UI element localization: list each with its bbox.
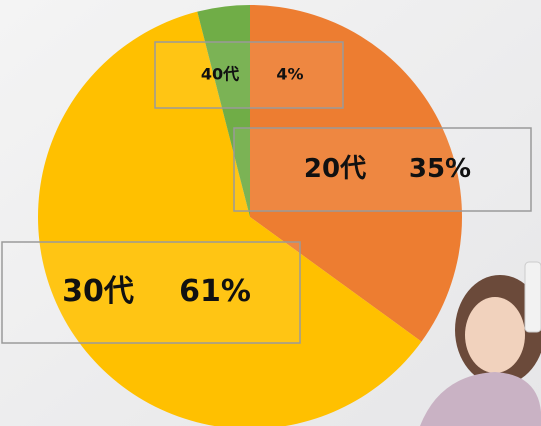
label-box (2, 242, 300, 343)
label-box (234, 128, 531, 211)
value-label: 35% (409, 154, 471, 184)
value-label: 4% (276, 65, 303, 84)
label-box (155, 42, 343, 108)
category-label: 20代 (304, 154, 366, 184)
chart: 20代 35% 30代 61% 40代 4% (0, 0, 541, 426)
category-label: 30代 (62, 274, 134, 309)
value-label: 61% (179, 274, 251, 309)
category-label: 40代 (201, 65, 239, 84)
